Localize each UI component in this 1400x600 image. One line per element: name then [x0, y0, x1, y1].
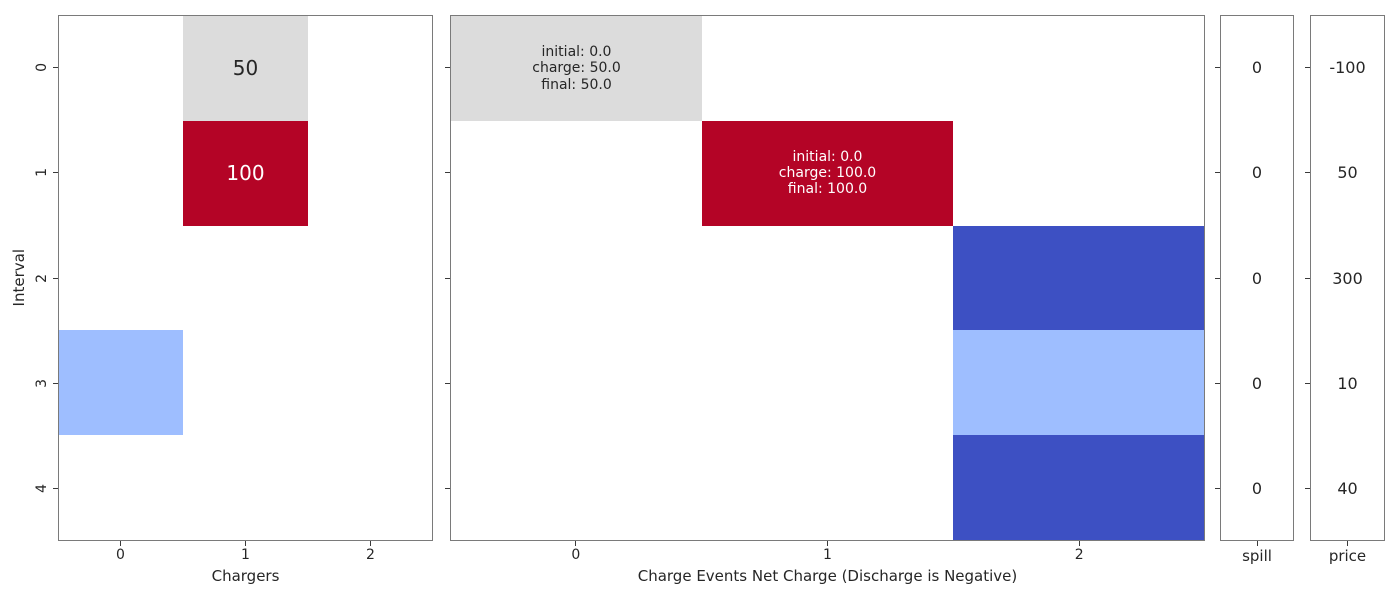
heatmap-cell	[59, 330, 184, 436]
column-value: 0	[1251, 268, 1263, 288]
heatmap-cell: 100	[183, 120, 308, 226]
column-value: 40	[1337, 478, 1358, 498]
x-tick	[370, 541, 371, 546]
y-tick	[1215, 277, 1220, 279]
y-tick-label-text: 3	[34, 378, 50, 388]
cell-annotation: initial: 0.0 charge: 50.0 final: 50.0	[532, 44, 621, 93]
price-column-axes	[1310, 15, 1385, 541]
x-tick	[120, 541, 121, 546]
heatmap-cell: 50	[183, 16, 308, 121]
column-value: 0	[1251, 163, 1263, 183]
y-tick	[1305, 382, 1310, 384]
column-value: -100	[1329, 58, 1366, 78]
spill-column-axes	[1220, 15, 1294, 541]
x-axis-label-charge-events: Charge Events Net Charge (Discharge is N…	[637, 567, 1018, 585]
y-tick	[445, 277, 450, 279]
y-tick	[53, 172, 58, 174]
y-tick-label: 3	[34, 374, 50, 392]
column-value: 0	[1251, 58, 1263, 78]
column-value: 300	[1332, 268, 1363, 288]
y-tick	[53, 382, 58, 384]
x-tick-label: 2	[366, 547, 375, 563]
cell-annotation: initial: 0.0 charge: 100.0 final: 100.0	[778, 148, 877, 198]
cell-annotation: 100	[226, 161, 265, 186]
y-tick	[53, 277, 58, 279]
y-tick-label-text: 1	[34, 168, 50, 178]
x-axis-label-chargers: Chargers	[211, 567, 280, 585]
x-tick-label: 1	[823, 547, 832, 563]
y-tick	[445, 172, 450, 174]
y-tick-label-text: 2	[34, 273, 50, 283]
heatmap-cell: initial: 0.0 charge: 100.0 final: 100.0	[702, 120, 953, 226]
x-tick	[1347, 541, 1348, 546]
y-tick-label: 1	[34, 164, 50, 182]
x-tick	[245, 541, 246, 546]
x-tick	[575, 541, 577, 546]
y-axis-label-text: Interval	[10, 249, 28, 307]
y-tick	[1215, 382, 1220, 384]
y-tick	[1215, 487, 1220, 489]
column-value: 10	[1337, 373, 1358, 393]
heatmap-charge-events-axes: initial: 0.0 charge: 50.0 final: 50.0 ini…	[450, 15, 1205, 541]
heatmap-cell	[953, 330, 1204, 436]
y-tick	[1305, 67, 1310, 69]
y-tick	[445, 487, 450, 489]
heatmap-cell	[953, 435, 1204, 540]
heatmap-cell	[953, 225, 1204, 331]
y-tick	[53, 487, 58, 489]
y-tick	[53, 67, 58, 69]
y-tick	[1215, 172, 1220, 174]
heatmap-chargers-axes: 50 100	[58, 15, 433, 541]
x-tick	[827, 541, 828, 546]
x-tick-label: 2	[1074, 547, 1084, 563]
y-tick	[1215, 67, 1220, 69]
x-tick-label: 1	[241, 547, 250, 563]
y-tick	[1305, 277, 1310, 279]
column-title: spill	[1242, 547, 1272, 565]
cell-annotation: 50	[232, 56, 259, 81]
y-tick	[1305, 487, 1310, 489]
x-tick	[1256, 541, 1258, 546]
y-tick	[445, 67, 450, 69]
y-tick-label: 4	[34, 479, 50, 497]
column-title: price	[1328, 547, 1367, 565]
y-tick-label-text: 4	[34, 483, 50, 493]
y-tick	[445, 382, 450, 384]
column-value: 0	[1251, 373, 1263, 393]
x-tick	[1078, 541, 1080, 546]
column-value: 50	[1337, 163, 1358, 183]
x-tick-label: 0	[571, 547, 581, 563]
y-axis-label: Interval	[10, 15, 28, 541]
y-tick	[1305, 172, 1310, 174]
y-tick-label: 2	[34, 269, 50, 287]
y-tick-label-text: 0	[34, 63, 50, 73]
y-tick-label: 0	[34, 59, 50, 77]
x-tick-label: 0	[116, 547, 125, 563]
column-value: 0	[1251, 478, 1263, 498]
heatmap-cell: initial: 0.0 charge: 50.0 final: 50.0	[451, 16, 702, 121]
